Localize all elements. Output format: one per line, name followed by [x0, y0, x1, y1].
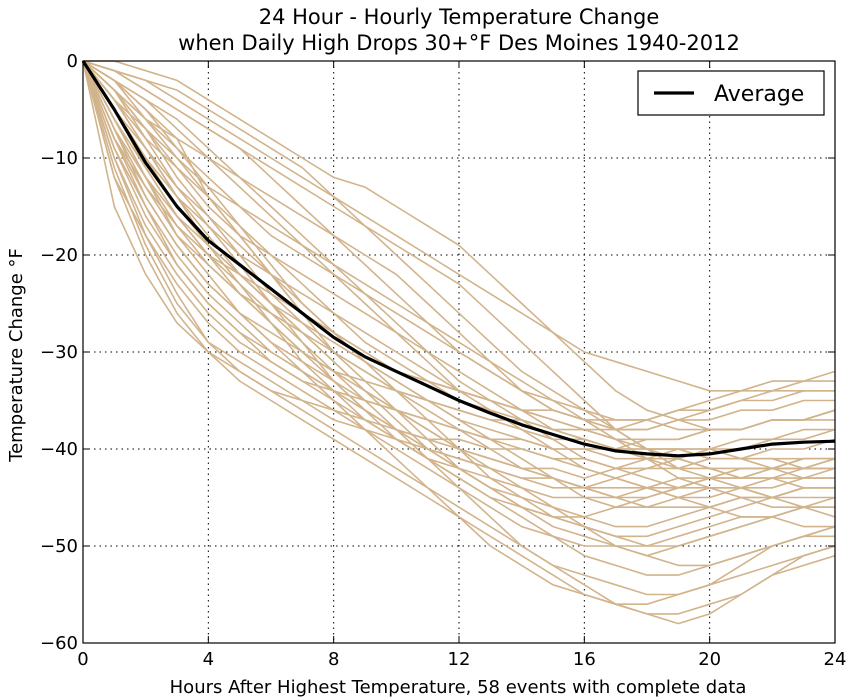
y-tick-label: −10	[40, 148, 78, 169]
x-tick-label: 20	[698, 649, 721, 670]
axis-ticks: 0 4 8 12 16 20 24 0 −10 −20 −30 −40 −50 −60	[40, 51, 846, 670]
y-tick-label: −20	[40, 245, 78, 266]
x-tick-label: 16	[573, 649, 596, 670]
y-tick-label: −60	[40, 633, 78, 654]
legend-label-average: Average	[714, 82, 804, 107]
event-line	[82, 60, 835, 460]
event-line	[82, 60, 835, 528]
legend: Average	[637, 70, 825, 116]
chart-title-line1: 24 Hour - Hourly Temperature Change	[259, 5, 660, 29]
legend-box	[637, 70, 825, 116]
y-axis-label: Temperature Change °F	[6, 248, 27, 463]
chart-title-line2: when Daily High Drops 30+°F Des Moines 1…	[178, 31, 740, 55]
x-tick-label: 12	[448, 649, 471, 670]
average-line	[81, 60, 836, 458]
x-axis-label: Hours After Highest Temperature, 58 even…	[170, 677, 747, 698]
y-tick-label: −30	[40, 342, 78, 363]
event-line	[82, 60, 835, 508]
y-tick-label: 0	[67, 51, 78, 72]
event-lines	[82, 60, 836, 625]
event-line	[82, 60, 835, 547]
y-tick-label: −50	[40, 536, 78, 557]
event-line	[82, 60, 835, 528]
x-tick-label: 4	[203, 649, 214, 670]
x-tick-label: 8	[328, 649, 339, 670]
event-line	[82, 60, 835, 392]
event-line	[82, 60, 836, 605]
y-tick-label: −40	[40, 439, 78, 460]
x-tick-label: 0	[77, 649, 88, 670]
event-line	[82, 60, 835, 499]
x-tick-label: 24	[824, 649, 847, 670]
